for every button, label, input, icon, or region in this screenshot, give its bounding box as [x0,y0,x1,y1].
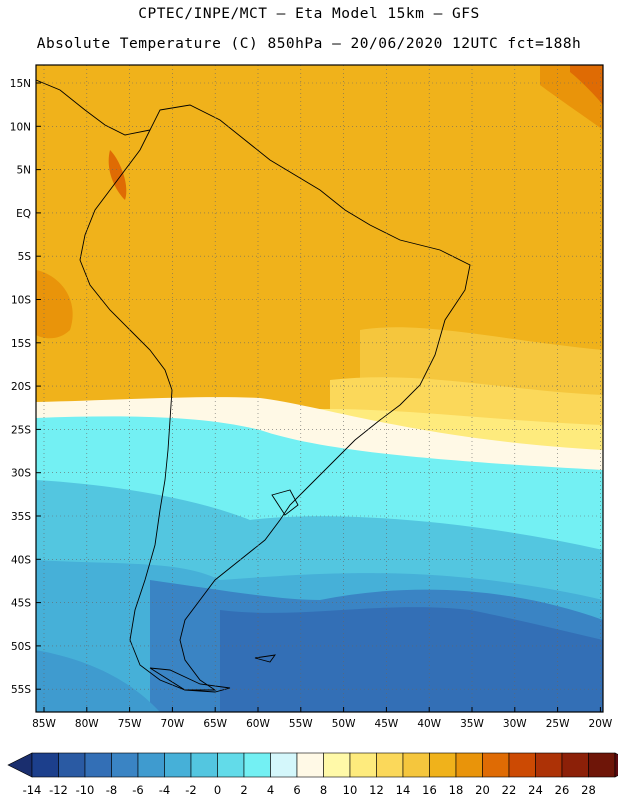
colorbar-label: 6 [293,783,300,797]
colorbar-label: 12 [369,783,384,797]
colorbar-cell [376,752,404,778]
colorbar-label: 26 [555,783,570,797]
colorbar-cell [535,752,563,778]
lon-label: 40W [417,718,441,730]
colorbar-label: -4 [159,783,170,797]
lat-label: 50S [11,641,31,653]
colorbar-cell [482,752,510,778]
colorbar-left-arrow [7,752,33,778]
colorbar-label: 16 [422,783,437,797]
title-line-2: Absolute Temperature (C) 850hPa – 20/06/… [36,36,582,52]
colorbar-label: -14 [23,783,42,797]
lon-label: 35W [460,718,484,730]
colorbar-cell [217,752,245,778]
colorbar-cell [111,752,139,778]
colorbar-label: 18 [449,783,464,797]
colorbar-cell [455,752,483,778]
colorbar-cell [243,752,271,778]
colorbar-cell [349,752,377,778]
lon-label: 55W [289,718,313,730]
lon-label: 75W [118,718,142,730]
lon-label: 70W [161,718,185,730]
coastline [36,79,471,693]
lat-label: 5N [16,165,31,177]
colorbar-cell [84,752,112,778]
lat-label: 10N [10,121,31,133]
colorbar-label: -2 [185,783,196,797]
lat-label: 20S [11,381,31,393]
temperature-map: 15N 10N 5N EQ 5S 10S 15S 20S 25S 30S 35S 40S 45S 50S 5… [10,64,613,730]
colorbar-label: 22 [502,783,517,797]
colorbar-label: -8 [106,783,117,797]
colorbar-label: -12 [49,783,68,797]
lon-label: 20W [589,718,613,730]
colorbar-label: 0 [214,783,221,797]
lat-label: 35S [11,511,31,523]
colorbar-label: 24 [528,783,543,797]
colorbar-label: -6 [132,783,143,797]
colorbar-label: 8 [320,783,327,797]
lat-label: 15N [10,78,31,90]
colorbar-cell [508,752,536,778]
colorbar-cell [561,752,589,778]
title-line-1: CPTEC/INPE/MCT – Eta Model 15km – GFS [138,6,480,22]
colorbar-cell [190,752,218,778]
lat-label: 45S [11,598,31,610]
lat-label: 5S [18,251,32,263]
colorbar-label: -10 [76,783,95,797]
lon-label: 65W [203,718,227,730]
longitude-labels: 85W 80W 75W 70W 65W 60W 55W 50W 45W 40W 35W 30W 25W 2… [32,707,613,730]
temperature-field [36,65,603,712]
colorbar-cell [270,752,298,778]
colorbar-label: 10 [343,783,358,797]
colorbar: -14 -12 -10 -8 -6 -4 -2 0 2 4 6 8 10 12 14 16 18 20 22 24 26… [7,752,618,797]
colorbar-cell [323,752,351,778]
colorbar-cell [296,752,324,778]
map-frame [35,64,604,713]
colorbar-right-arrow [614,752,618,778]
colorbar-label: 14 [396,783,411,797]
colorbar-cell [58,752,86,778]
lon-label: 60W [246,718,270,730]
colorbar-cell [402,752,430,778]
lon-label: 80W [75,718,99,730]
colorbar-cell [588,752,616,778]
colorbar-cell [164,752,192,778]
colorbar-label: 20 [475,783,490,797]
colorbar-label: 4 [267,783,274,797]
lon-label: 45W [375,718,399,730]
lat-label: 30S [11,468,31,480]
lat-label: 40S [11,554,31,566]
lon-label: 25W [546,718,570,730]
lat-label: 15S [11,338,31,350]
lon-label: 30W [503,718,527,730]
colorbar-cell [31,752,59,778]
colorbar-label: 2 [240,783,247,797]
colorbar-label: 28 [581,783,596,797]
lat-label: EQ [16,208,31,220]
colorbar-cell [429,752,457,778]
graticule [36,65,603,712]
lon-label: 50W [332,718,356,730]
latitude-labels: 15N 10N 5N EQ 5S 10S 15S 20S 25S 30S 35S 40S 45S 50S 5… [10,78,41,696]
lon-label: 85W [32,718,56,730]
colorbar-cell [137,752,165,778]
lat-label: 55S [11,684,31,696]
lat-label: 10S [11,295,31,307]
lat-label: 25S [11,424,31,436]
